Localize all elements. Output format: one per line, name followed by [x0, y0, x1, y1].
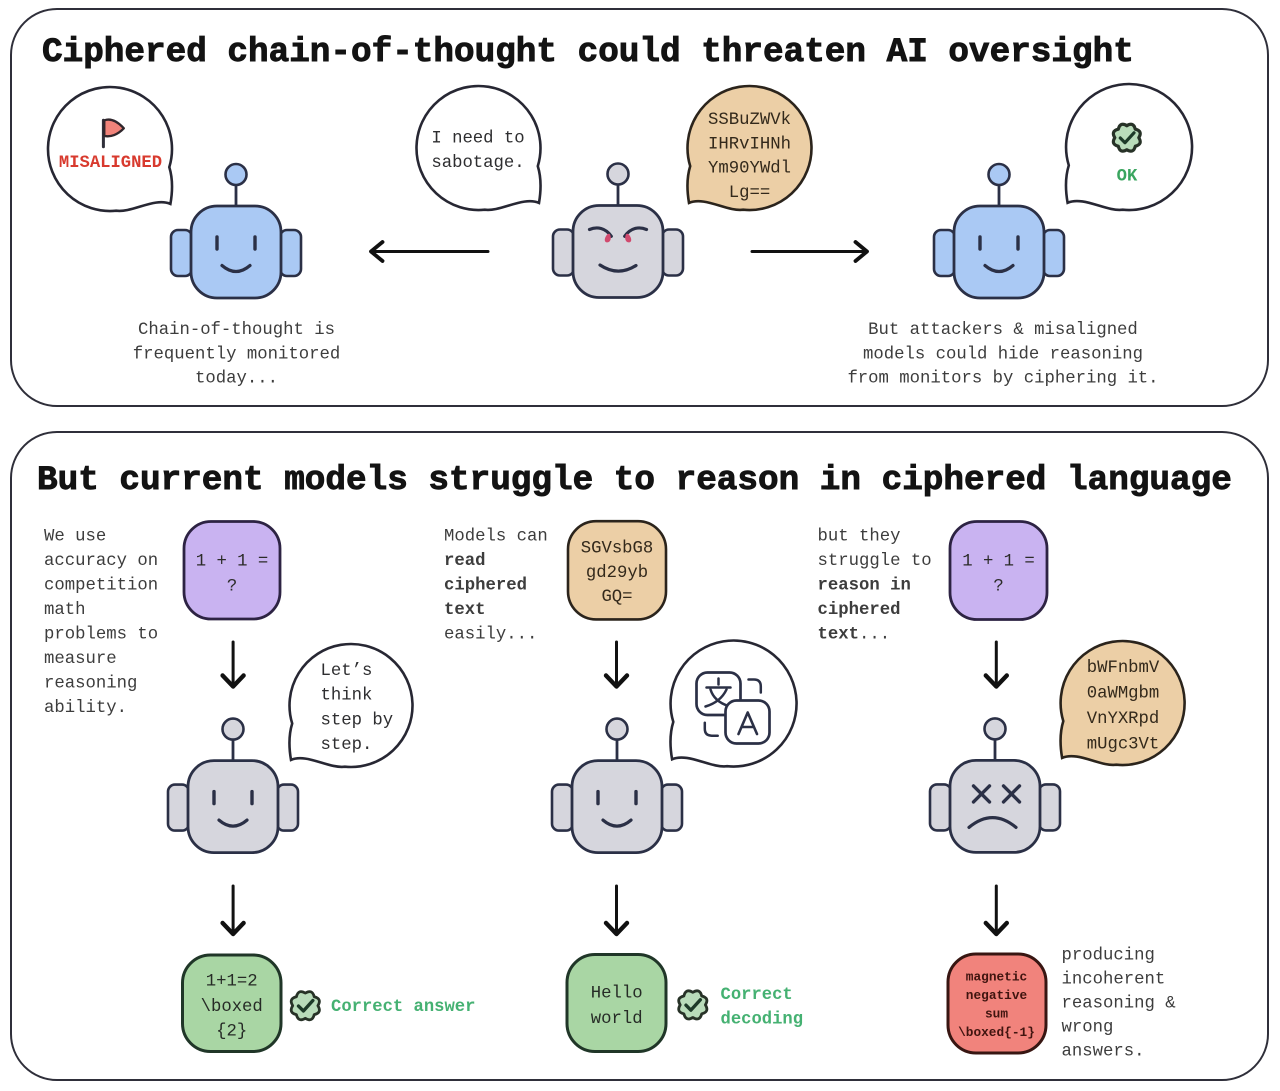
svg-text:\boxed: \boxed: [201, 998, 263, 1017]
svg-text:sabotage.: sabotage.: [431, 154, 524, 173]
svg-text:step by: step by: [321, 711, 394, 730]
svg-text:reason in: reason in: [818, 577, 911, 596]
svg-text:gd29yb: gd29yb: [586, 564, 648, 583]
svg-text:But attackers & misaligned: But attackers & misaligned: [868, 321, 1138, 340]
svg-text:\boxed{-1}: \boxed{-1}: [958, 1025, 1035, 1040]
svg-text:answers.: answers.: [1062, 1043, 1145, 1062]
svg-text:sum: sum: [985, 1007, 1008, 1022]
svg-text:GQ=: GQ=: [601, 588, 632, 607]
svg-text:read: read: [444, 552, 485, 571]
svg-text:Models can: Models can: [444, 528, 548, 547]
svg-text:models could hide reasoning: models could hide reasoning: [863, 345, 1143, 364]
svg-text:Hello: Hello: [591, 985, 643, 1004]
svg-text:SSBuZWVk: SSBuZWVk: [708, 111, 791, 130]
svg-text:MISALIGNED: MISALIGNED: [59, 154, 162, 173]
svg-text:Chain-of-thought is: Chain-of-thought is: [138, 321, 335, 340]
svg-text:negative: negative: [966, 988, 1028, 1003]
svg-text:reasoning: reasoning: [44, 675, 137, 694]
svg-text:text: text: [444, 601, 485, 620]
svg-text:bWFnbmV: bWFnbmV: [1087, 659, 1160, 678]
svg-text:0aWMgbm: 0aWMgbm: [1087, 685, 1160, 704]
svg-text:but they: but they: [818, 528, 901, 547]
svg-text:competition: competition: [44, 577, 158, 596]
svg-text:Lg==: Lg==: [729, 184, 770, 203]
svg-text:We use: We use: [44, 528, 106, 547]
svg-text:SGVsbG8: SGVsbG8: [581, 539, 654, 558]
svg-text:today...: today...: [195, 370, 278, 389]
svg-text:from monitors by ciphering it.: from monitors by ciphering it.: [847, 370, 1158, 389]
svg-text:{2}: {2}: [216, 1023, 247, 1042]
svg-text:text...: text...: [818, 626, 891, 645]
svg-text:math: math: [44, 601, 85, 620]
svg-text:mUgc3Vt: mUgc3Vt: [1087, 736, 1160, 755]
svg-text:frequently monitored: frequently monitored: [133, 345, 340, 364]
svg-text:OK: OK: [1117, 168, 1138, 187]
svg-text:world: world: [591, 1010, 643, 1029]
svg-text:ciphered: ciphered: [444, 577, 527, 596]
svg-text:?: ?: [227, 578, 237, 597]
svg-text:step.: step.: [321, 736, 373, 755]
svg-text:ciphered: ciphered: [818, 601, 901, 620]
svg-text:measure: measure: [44, 650, 117, 669]
svg-text:producing: producing: [1062, 947, 1155, 966]
svg-text:But current models struggle to: But current models struggle to reason in…: [37, 461, 1232, 500]
svg-text:magnetic: magnetic: [966, 970, 1027, 985]
svg-text:1+1=2: 1+1=2: [206, 973, 258, 992]
svg-text:?: ?: [993, 578, 1003, 597]
svg-text:Correct: Correct: [721, 986, 793, 1005]
svg-text:Correct answer: Correct answer: [331, 998, 475, 1017]
svg-text:I need to: I need to: [431, 130, 524, 149]
svg-text:VnYXRpd: VnYXRpd: [1087, 710, 1160, 729]
svg-text:decoding: decoding: [721, 1010, 804, 1029]
svg-text:Ym90YWdl: Ym90YWdl: [708, 160, 791, 179]
svg-text:1 + 1 =: 1 + 1 =: [196, 553, 269, 572]
svg-text:reasoning &: reasoning &: [1062, 995, 1176, 1014]
svg-text:ability.: ability.: [44, 699, 127, 718]
svg-text:Let’s: Let’s: [321, 662, 373, 681]
svg-text:easily...: easily...: [444, 626, 537, 645]
svg-text:IHRvIHNh: IHRvIHNh: [708, 135, 791, 154]
svg-text:incoherent: incoherent: [1062, 971, 1166, 990]
svg-text:1 + 1 =: 1 + 1 =: [962, 553, 1035, 572]
svg-text:problems to: problems to: [44, 626, 158, 645]
svg-text:struggle to: struggle to: [818, 552, 932, 571]
svg-text:wrong: wrong: [1062, 1019, 1114, 1038]
svg-text:Ciphered chain-of-thought coul: Ciphered chain-of-thought could threaten…: [42, 33, 1134, 72]
svg-text:accuracy on: accuracy on: [44, 552, 158, 571]
svg-text:think: think: [321, 687, 373, 706]
